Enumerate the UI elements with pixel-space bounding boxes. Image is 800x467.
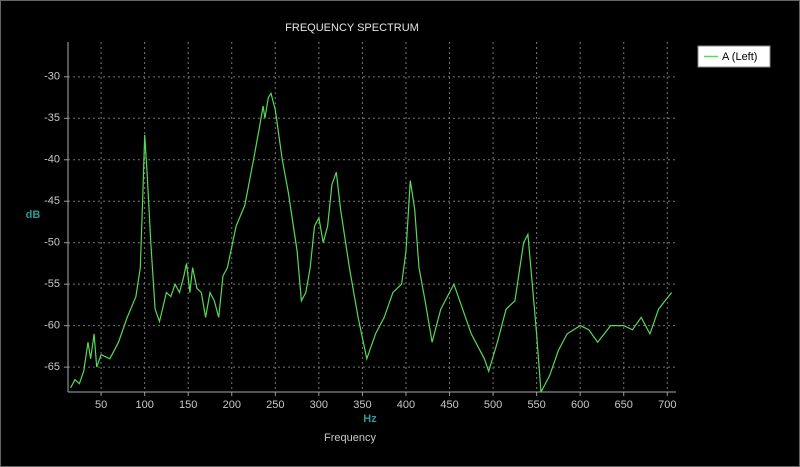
legend: A (Left) <box>697 45 771 68</box>
x-tick-label: 550 <box>527 399 545 411</box>
y-tick-label: -35 <box>44 112 60 124</box>
y-tick-label: -60 <box>44 320 60 332</box>
y-tick-label: -30 <box>44 71 60 83</box>
x-tick-label: 700 <box>658 399 676 411</box>
x-tick-label: 100 <box>135 399 153 411</box>
x-tick-label: 600 <box>571 399 589 411</box>
y-tick-label: -40 <box>44 154 60 166</box>
x-tick-label: 400 <box>397 399 415 411</box>
x-tick-label: 300 <box>310 399 328 411</box>
y-tick-label: -50 <box>44 237 60 249</box>
y-tick-label: -45 <box>44 195 60 207</box>
x-tick-label: 50 <box>95 399 107 411</box>
y-tick-label: -65 <box>44 361 60 373</box>
x-tick-label: 650 <box>615 399 633 411</box>
legend-box <box>697 45 771 68</box>
x-axis-label: Hz <box>363 413 377 425</box>
chart-title: FREQUENCY SPECTRUM <box>285 22 419 34</box>
y-tick-label: -55 <box>44 278 60 290</box>
x-tick-label: 250 <box>266 399 284 411</box>
x-tick-label: 500 <box>484 399 502 411</box>
caption: Frequency <box>324 432 376 444</box>
x-tick-label: 350 <box>353 399 371 411</box>
x-tick-label: 450 <box>440 399 458 411</box>
spectrum-line <box>70 91 673 392</box>
x-tick-label: 200 <box>223 399 241 411</box>
x-tick-label: 150 <box>179 399 197 411</box>
legend-label: A (Left) <box>722 51 757 63</box>
y-axis-label: dB <box>26 209 41 221</box>
